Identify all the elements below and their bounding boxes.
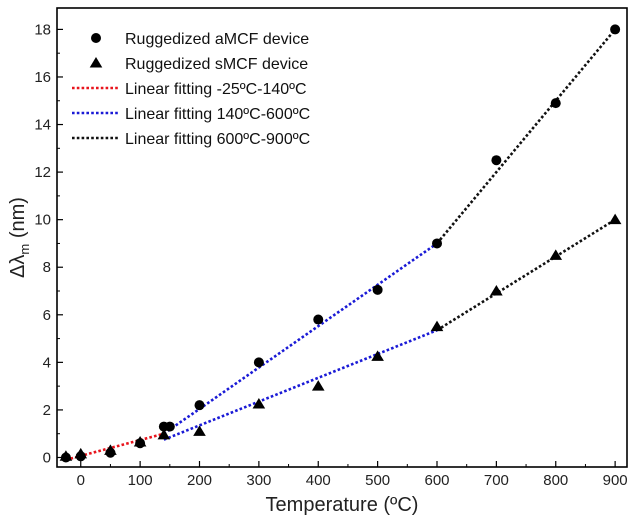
data-point-series-1 (164, 421, 175, 432)
y-axis-title-unit: (nm) (7, 197, 29, 244)
legend-label-fit-1: Linear fitting -25ºC-140ºC (125, 81, 307, 98)
data-point-series-2 (549, 249, 563, 260)
legend-label-series-1: Ruggedized aMCF device (125, 31, 309, 48)
x-tick-label: 900 (603, 472, 628, 489)
data-point-series-2 (252, 397, 266, 409)
legend-label-fit-2: Linear fitting 140ºC-600ºC (125, 106, 310, 123)
fit-line-3 (436, 218, 616, 332)
x-axis-title: Temperature (ºC) (266, 494, 419, 516)
data-point-series-1 (432, 238, 442, 249)
legend-label-fit-3: Linear fitting 600ºC-900ºC (125, 131, 310, 148)
x-tick-label: 500 (365, 472, 390, 489)
y-axis-title-main: Δλ (7, 255, 29, 278)
y-tick-label: 14 (34, 117, 51, 134)
data-point-series-2 (371, 350, 384, 361)
plot-frame (56, 7, 628, 468)
fit-line-2 (163, 242, 438, 435)
x-tick-label: 600 (424, 472, 449, 489)
y-axis-title: Δλm (nm) (7, 197, 32, 278)
y-tick-label: 12 (34, 164, 51, 181)
data-point-series-1 (313, 314, 324, 325)
y-tick-label: 16 (34, 69, 51, 86)
data-point-series-2 (608, 213, 622, 225)
legend-marker-series-1 (91, 33, 101, 43)
x-tick-label: 700 (484, 472, 509, 489)
y-tick-label: 6 (43, 307, 51, 324)
legend: Ruggedized aMCF device Ruggedized sMCF de… (72, 31, 310, 148)
data-point-series-2 (157, 428, 171, 440)
data-point-series-1 (550, 98, 561, 109)
data-point-series-2 (490, 285, 503, 296)
y-axis-title-subscript: m (17, 244, 32, 255)
data-point-series-1 (491, 155, 502, 166)
axis-ticks: 0 100 200 300 400 500 600 700 800 900 0 2 4 6 8 10 12 14 1… (34, 21, 627, 489)
y-tick-label: 18 (34, 21, 51, 38)
data-point-series-2 (104, 444, 117, 455)
data-point-series-2 (133, 436, 147, 447)
x-tick-label: 300 (246, 472, 271, 489)
data-point-series-2 (74, 447, 88, 459)
y-tick-label: 10 (34, 212, 51, 229)
x-tick-label: 200 (187, 472, 212, 489)
plot-area (59, 24, 622, 463)
y-tick-label: 2 (43, 402, 51, 419)
x-tick-label: 400 (306, 472, 331, 489)
data-point-series-2 (193, 425, 206, 436)
x-tick-label: 0 (77, 472, 85, 489)
data-point-series-1 (610, 24, 621, 35)
y-tick-label: 0 (43, 449, 51, 466)
x-tick-label: 800 (543, 472, 568, 489)
data-point-series-1 (194, 400, 205, 411)
data-point-series-2 (430, 320, 444, 332)
data-point-series-2 (59, 450, 73, 461)
data-point-series-1 (372, 284, 383, 295)
legend-marker-series-2 (89, 57, 103, 68)
fit-line-3 (436, 28, 617, 245)
data-point-series-1 (253, 357, 264, 368)
legend-label-series-2: Ruggedized sMCF device (125, 56, 308, 73)
fit-line-2 (163, 329, 438, 441)
x-tick-label: 100 (128, 472, 153, 489)
data-point-series-2 (311, 380, 325, 391)
y-tick-label: 4 (43, 354, 51, 371)
y-tick-label: 8 (43, 259, 51, 276)
